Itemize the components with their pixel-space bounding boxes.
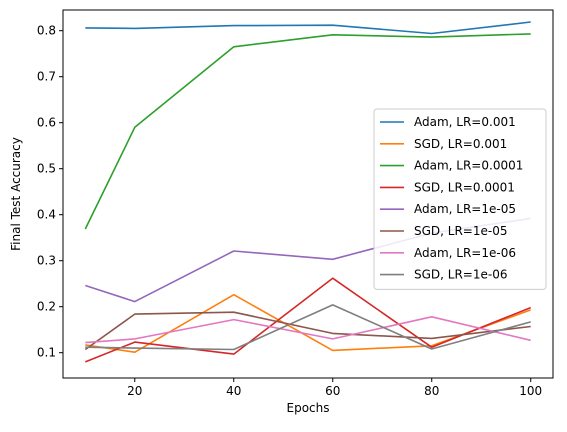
y-tick-label: 0.6 xyxy=(37,116,56,130)
legend-box xyxy=(373,108,547,290)
legend: Adam, LR=0.001 SGD, LR=0.001 Adam, LR=0.00… xyxy=(373,108,547,290)
series-line-3 xyxy=(84,33,531,230)
y-tick-label: 0.1 xyxy=(37,346,56,360)
series-line-4 xyxy=(85,277,531,363)
y-tick-label: 0.4 xyxy=(37,208,56,222)
legend-label: SGD, LR=0.0001 xyxy=(414,180,515,194)
x-tick-label: 40 xyxy=(226,384,241,398)
legend-label: Adam, LR=1e-05 xyxy=(414,202,516,216)
y-tick-label: 0.2 xyxy=(37,300,56,314)
y-tick-label: 0.3 xyxy=(37,254,56,268)
series-line-1 xyxy=(85,21,531,35)
y-axis: 0.1 0.2 0.3 0.4 0.5 0.6 0.7 0.8 xyxy=(37,24,63,360)
y-tick-label: 0.8 xyxy=(37,24,56,38)
series-layer xyxy=(84,21,531,363)
plot-frame xyxy=(62,9,554,379)
y-axis-label: Final Test Accuracy xyxy=(9,137,23,251)
legend-label: Adam, LR=1e-06 xyxy=(414,246,516,260)
x-tick-label: 80 xyxy=(424,384,439,398)
x-tick-label: 100 xyxy=(519,384,542,398)
y-tick-label: 0.7 xyxy=(37,70,56,84)
series-line-7 xyxy=(85,315,531,344)
legend-label: SGD, LR=1e-05 xyxy=(414,224,507,238)
legend-label: SGD, LR=1e-06 xyxy=(414,268,507,282)
series-line-6 xyxy=(84,311,531,351)
x-axis: 20 40 60 80 100 xyxy=(127,378,542,398)
x-tick-label: 60 xyxy=(325,384,340,398)
x-tick-label: 20 xyxy=(127,384,142,398)
legend-label: Adam, LR=0.001 xyxy=(414,115,516,129)
y-tick-label: 0.5 xyxy=(37,162,56,176)
x-axis-label: Epochs xyxy=(287,401,330,415)
legend-label: Adam, LR=0.0001 xyxy=(414,159,523,173)
series-line-8 xyxy=(85,304,531,351)
legend-label: SGD, LR=0.001 xyxy=(414,137,507,151)
